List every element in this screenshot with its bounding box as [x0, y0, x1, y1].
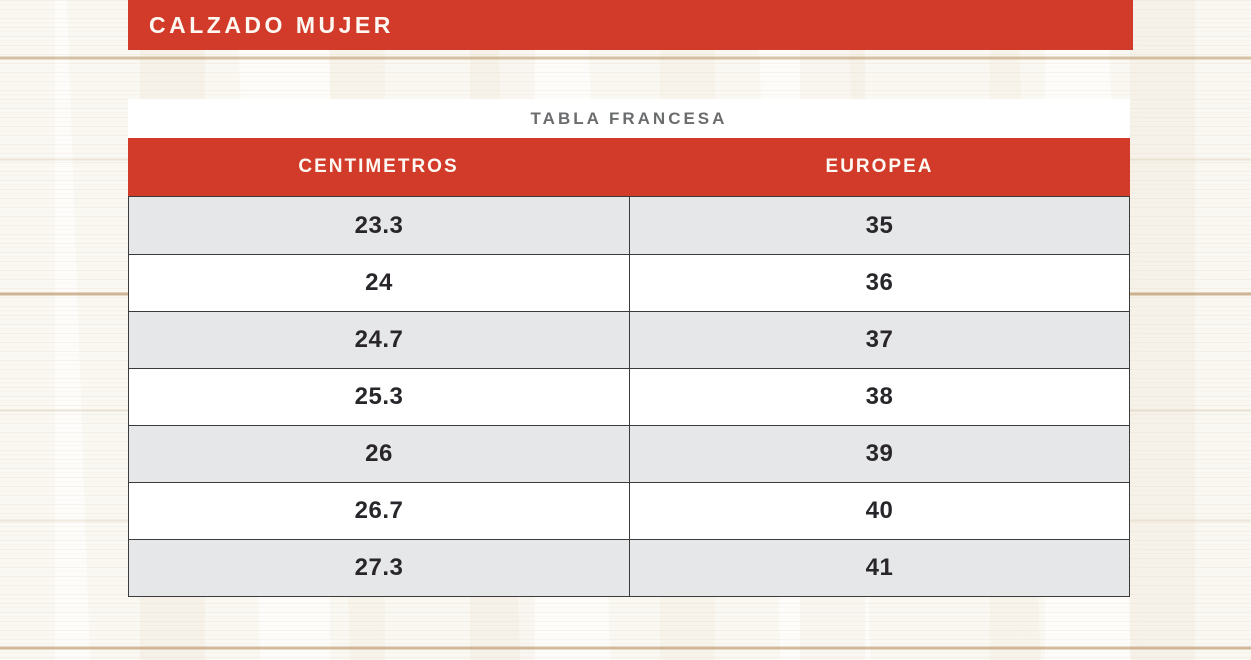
table-title-strip: TABLA FRANCESA: [128, 99, 1130, 138]
cell-centimetros: 23.3: [354, 211, 404, 239]
cell-centimetros: 25.3: [354, 383, 404, 410]
table-body: 23.3 35 24 36 24.7 37 25.3 38 26 39 26.7…: [128, 196, 1130, 597]
table-title: TABLA FRANCESA: [530, 108, 728, 128]
cell-centimetros: 24: [365, 269, 393, 296]
cell-europea: 38: [629, 369, 1129, 425]
cell-europea: 41: [629, 540, 1129, 596]
table-row: 26 39: [129, 425, 1129, 482]
cell-europea: 39: [629, 426, 1129, 482]
cell-centimetros: 24.7: [354, 326, 404, 353]
cell-centimetros: 27.3: [354, 554, 404, 581]
cell-europea: 35: [629, 197, 1129, 254]
table-row: 27.3 41: [129, 539, 1129, 596]
table-row: 23.3 35: [129, 197, 1129, 254]
category-banner: CALZADO MUJER: [128, 0, 1133, 50]
table-row: 26.7 40: [129, 482, 1129, 539]
table-row: 24 36: [129, 254, 1129, 311]
cell-europea: 37: [629, 312, 1129, 368]
cell-centimetros: 26.7: [354, 497, 404, 524]
table-header-row: CENTIMETROS EUROPEA: [128, 138, 1130, 196]
size-chart-card: TABLA FRANCESA CENTIMETROS EUROPEA 23.3 …: [128, 99, 1130, 597]
column-header-europea: EUROPEA: [825, 156, 934, 177]
cell-europea: 40: [629, 483, 1129, 539]
cell-europea: 36: [629, 255, 1129, 311]
column-header-centimetros: CENTIMETROS: [298, 156, 459, 177]
cell-centimetros: 26: [365, 440, 393, 467]
page-title: CALZADO MUJER: [149, 11, 394, 38]
table-row: 25.3 38: [129, 368, 1129, 425]
table-row: 24.7 37: [129, 311, 1129, 368]
